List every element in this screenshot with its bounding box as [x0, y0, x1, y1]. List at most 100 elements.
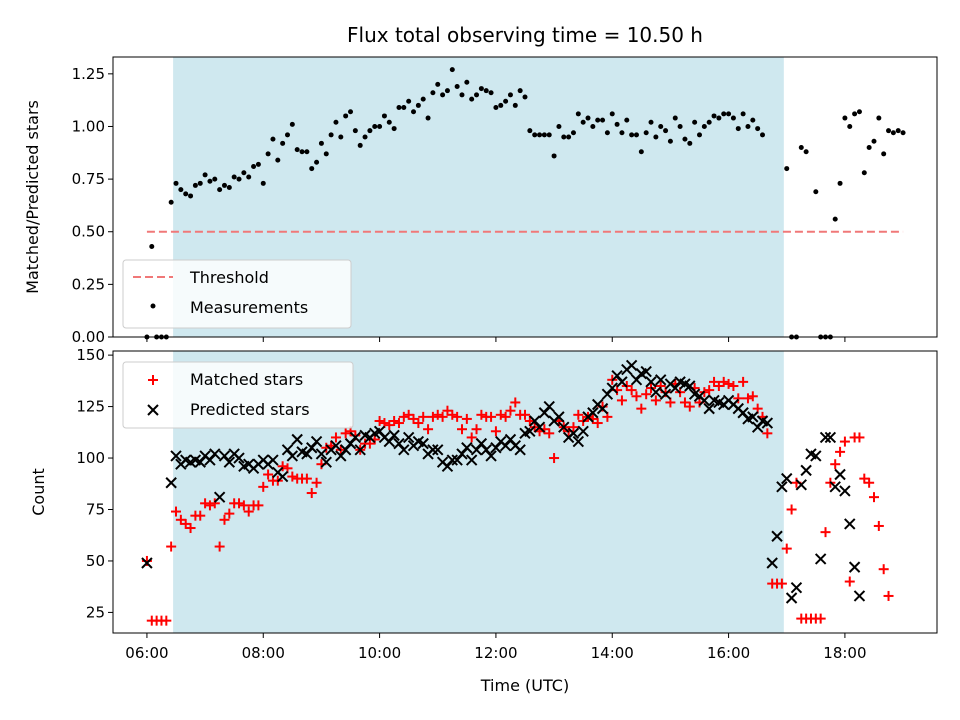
- measurement-point: [585, 115, 591, 121]
- measurement-point: [381, 113, 387, 119]
- measurement-point: [338, 134, 344, 140]
- measurement-point: [575, 111, 581, 117]
- measurement-point: [512, 102, 518, 108]
- measurement-point: [638, 149, 644, 155]
- legend-measurements-label: Measurements: [190, 298, 308, 317]
- predicted-stars-point: [587, 407, 599, 419]
- matched-stars-point: [650, 395, 661, 406]
- measurement-point: [653, 134, 659, 140]
- matched-stars-point: [868, 492, 879, 503]
- measurement-point: [745, 123, 751, 129]
- measurement-point: [304, 149, 310, 155]
- matched-stars-point: [776, 578, 787, 589]
- top-y-tick-label: 0.00: [72, 328, 105, 346]
- measurement-point: [711, 113, 717, 119]
- predicted-stars-point: [655, 374, 667, 386]
- legend-measurements-marker: [150, 303, 156, 309]
- matched-stars-point: [476, 409, 487, 420]
- predicted-stars-point: [461, 442, 473, 454]
- measurement-point: [856, 109, 862, 115]
- predicted-stars-point: [795, 479, 807, 491]
- measurement-point: [255, 161, 261, 167]
- measurement-point: [251, 163, 257, 169]
- measurement-point: [348, 109, 354, 115]
- measurement-point: [614, 121, 620, 127]
- predicted-stars-point: [286, 450, 299, 462]
- matched-stars-point: [636, 403, 647, 414]
- predicted-stars-point: [388, 429, 400, 442]
- matched-stars-point: [495, 409, 506, 420]
- matched-stars-point: [238, 500, 249, 511]
- predicted-stars-point: [465, 454, 478, 466]
- measurement-point: [299, 149, 305, 155]
- matched-stars-point: [742, 393, 753, 404]
- predicted-stars-point: [625, 359, 638, 372]
- matched-stars-point: [510, 397, 521, 408]
- measurement-point: [430, 90, 436, 96]
- matched-stars-point: [733, 393, 744, 404]
- measurement-point: [760, 132, 766, 138]
- measurement-point: [735, 126, 741, 132]
- measurement-point: [454, 83, 460, 89]
- legend-plus-glyph: [148, 375, 158, 385]
- measurement-point: [663, 128, 669, 134]
- predicted-stars-point: [398, 444, 410, 456]
- matched-stars-point: [718, 376, 729, 387]
- measurement-point: [852, 111, 858, 117]
- measurement-point: [294, 147, 300, 153]
- predicted-stars-point: [320, 456, 332, 468]
- measurement-point: [202, 172, 208, 178]
- measurement-point: [469, 96, 475, 102]
- measurement-point: [333, 119, 339, 125]
- matched-stars-point: [447, 409, 458, 420]
- measurement-point: [541, 132, 547, 138]
- predicted-stars-point: [267, 454, 279, 466]
- measurement-point: [881, 151, 887, 157]
- legend-matched-marker: [148, 375, 158, 385]
- matched-stars-point: [839, 436, 850, 447]
- predicted-stars-point: [567, 427, 580, 440]
- measurement-point: [377, 123, 383, 129]
- measurement-point: [595, 117, 601, 123]
- predicted-stars-point: [524, 425, 536, 437]
- measurement-point: [604, 130, 610, 136]
- measurement-point: [750, 117, 756, 123]
- measurement-point: [633, 132, 639, 138]
- predicted-stars-point: [684, 380, 696, 392]
- matched-stars-point: [684, 401, 695, 412]
- matched-stars-point: [301, 473, 312, 484]
- matched-stars-point: [500, 411, 511, 422]
- measurement-point: [488, 90, 494, 96]
- top-y-axis-label: Matched/Predicted stars: [23, 100, 42, 294]
- measurement-point: [226, 185, 232, 191]
- matched-stars-point: [243, 506, 254, 517]
- top-y-tick-label: 0.75: [72, 170, 105, 188]
- measurement-point: [459, 92, 465, 98]
- measurement-point: [629, 132, 635, 138]
- bottom-y-tick-label: 150: [76, 346, 105, 364]
- matched-stars-point: [253, 500, 264, 511]
- matched-stars-point: [393, 418, 404, 429]
- matched-stars-point: [423, 424, 434, 435]
- measurement-point: [411, 109, 417, 115]
- predicted-stars-point: [616, 376, 628, 388]
- measurement-point: [352, 128, 358, 134]
- measurement-point: [420, 96, 426, 102]
- measurement-point: [474, 92, 480, 98]
- measurement-point: [837, 180, 843, 186]
- predicted-stars-point: [330, 439, 342, 452]
- measurement-point: [803, 149, 809, 155]
- matched-stars-point: [471, 424, 482, 435]
- matched-stars-point: [738, 376, 749, 387]
- measurement-point: [706, 119, 712, 125]
- measurement-point: [309, 166, 315, 172]
- matched-stars-point: [883, 590, 894, 601]
- matched-stars-point: [631, 391, 642, 402]
- matched-stars-point: [486, 411, 497, 422]
- bottom-y-axis-label: Count: [29, 468, 48, 516]
- measurement-point: [178, 187, 184, 193]
- measurement-point: [609, 111, 615, 117]
- predicted-stars-point: [844, 518, 856, 530]
- measurement-point: [721, 111, 727, 117]
- measurement-point: [580, 119, 586, 125]
